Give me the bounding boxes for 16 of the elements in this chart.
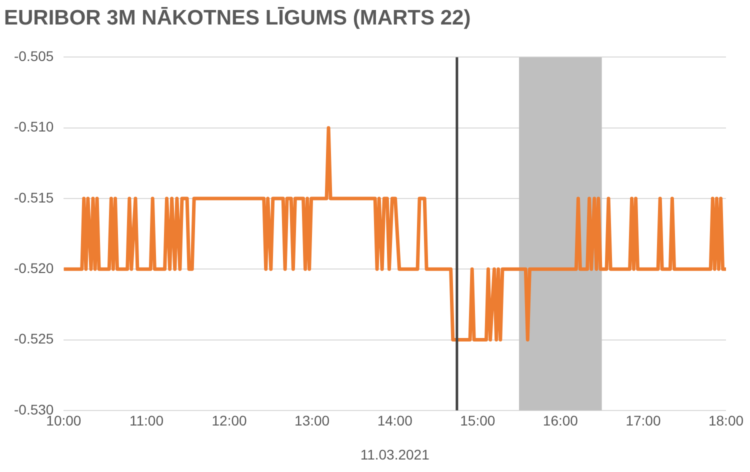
y-tick-label: -0.515: [14, 189, 54, 206]
x-tick-label: 11:00: [129, 412, 164, 429]
x-axis-title: 11.03.2021: [360, 446, 430, 462]
x-tick-label: 12:00: [212, 412, 247, 429]
x-tick-label: 16:00: [542, 412, 578, 429]
x-tick-label: 13:00: [294, 412, 330, 429]
x-tick-label: 14:00: [377, 412, 413, 429]
chart-title: EURIBOR 3M NĀKOTNES LĪGUMS (MARTS 22): [4, 6, 471, 30]
x-tick-label: 18:00: [708, 412, 744, 429]
y-tick-label: -0.525: [14, 330, 54, 347]
y-tick-label: -0.520: [14, 260, 54, 276]
y-tick-label: -0.505: [14, 48, 54, 64]
x-tick-label: 17:00: [626, 412, 661, 429]
y-tick-label: -0.530: [14, 401, 54, 418]
y-tick-label: -0.510: [14, 118, 54, 135]
x-tick-label: 15:00: [460, 412, 496, 429]
